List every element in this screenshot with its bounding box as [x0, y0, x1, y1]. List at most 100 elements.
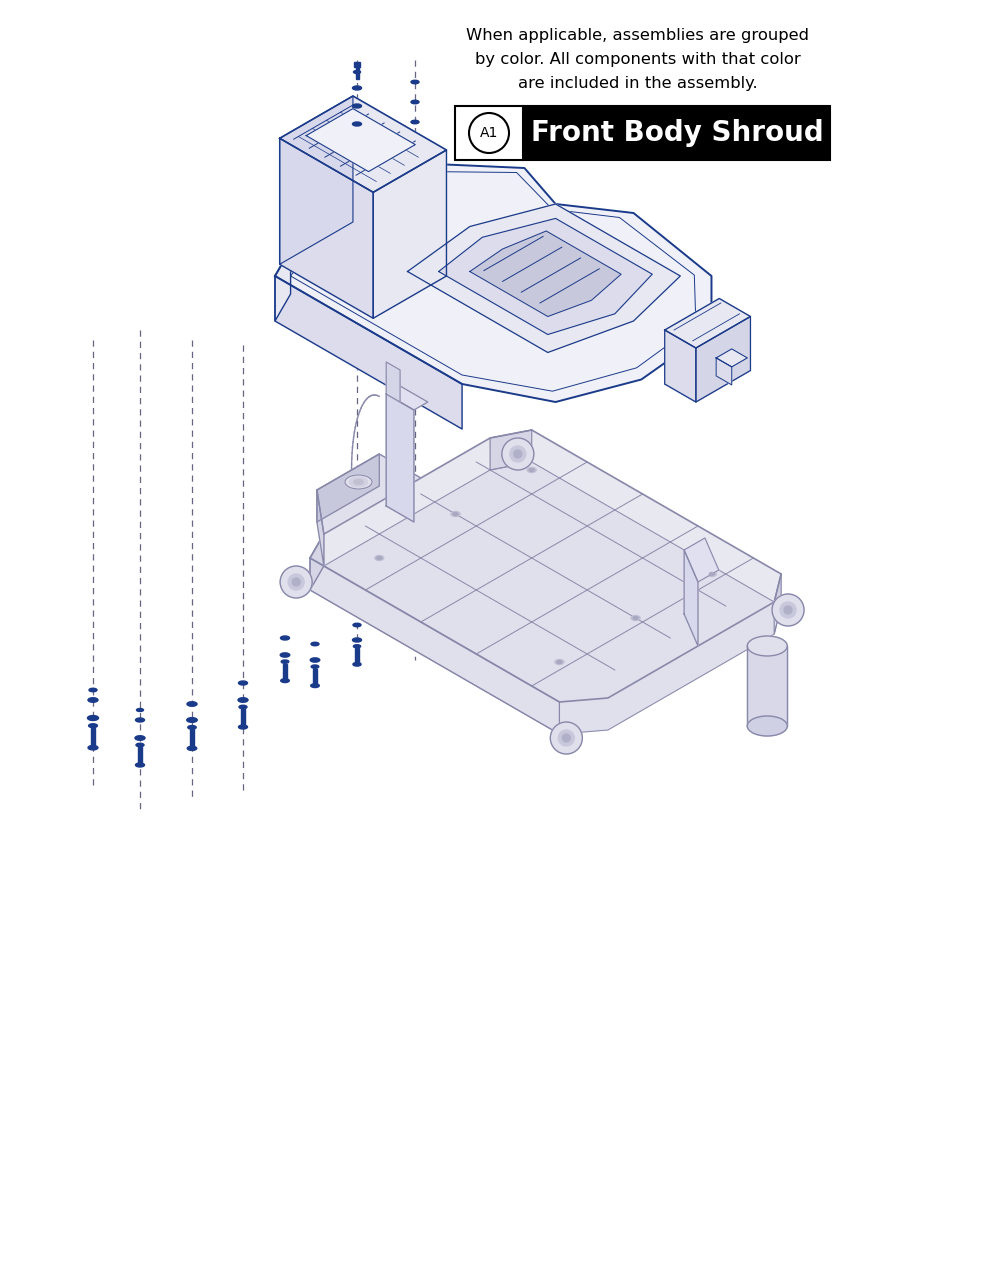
Polygon shape — [696, 317, 750, 402]
Ellipse shape — [352, 122, 362, 125]
Ellipse shape — [238, 698, 248, 702]
Ellipse shape — [631, 616, 640, 621]
Ellipse shape — [354, 480, 363, 484]
Ellipse shape — [633, 617, 638, 620]
Ellipse shape — [349, 478, 367, 487]
Ellipse shape — [411, 80, 419, 84]
Ellipse shape — [555, 660, 564, 664]
Ellipse shape — [411, 100, 419, 104]
Ellipse shape — [187, 702, 197, 706]
Ellipse shape — [411, 120, 419, 124]
Ellipse shape — [136, 763, 144, 767]
Ellipse shape — [747, 716, 787, 736]
Polygon shape — [684, 550, 698, 646]
Bar — [91, 729, 95, 748]
Ellipse shape — [136, 708, 144, 712]
Bar — [283, 664, 287, 680]
Ellipse shape — [353, 623, 361, 627]
Polygon shape — [310, 533, 324, 590]
Ellipse shape — [280, 636, 290, 640]
Ellipse shape — [709, 573, 714, 575]
Bar — [138, 748, 142, 765]
Polygon shape — [310, 462, 781, 734]
Bar — [355, 649, 359, 664]
Polygon shape — [386, 394, 414, 522]
Circle shape — [288, 574, 304, 590]
Polygon shape — [317, 454, 421, 533]
Polygon shape — [439, 218, 652, 334]
Polygon shape — [386, 386, 428, 411]
Polygon shape — [774, 574, 781, 634]
Ellipse shape — [453, 512, 458, 516]
Ellipse shape — [88, 745, 98, 750]
Ellipse shape — [345, 475, 372, 489]
Bar — [524, 106, 830, 158]
Ellipse shape — [187, 717, 197, 722]
Circle shape — [550, 722, 582, 754]
Bar — [313, 669, 317, 685]
Ellipse shape — [557, 660, 562, 664]
Ellipse shape — [311, 684, 319, 688]
Ellipse shape — [451, 512, 460, 517]
Ellipse shape — [89, 723, 97, 727]
Ellipse shape — [707, 571, 716, 576]
Polygon shape — [716, 348, 747, 367]
Circle shape — [292, 578, 300, 587]
Ellipse shape — [280, 653, 290, 658]
Ellipse shape — [89, 688, 97, 692]
Ellipse shape — [135, 736, 145, 740]
Ellipse shape — [188, 726, 196, 730]
Circle shape — [562, 734, 570, 742]
Ellipse shape — [281, 679, 289, 683]
Polygon shape — [716, 357, 732, 385]
Ellipse shape — [311, 665, 319, 668]
Circle shape — [558, 730, 574, 746]
Ellipse shape — [353, 645, 361, 647]
Polygon shape — [275, 250, 291, 321]
Ellipse shape — [527, 468, 536, 473]
Ellipse shape — [239, 725, 248, 729]
Polygon shape — [665, 299, 750, 348]
Ellipse shape — [352, 104, 362, 108]
Bar — [455, 106, 830, 160]
Ellipse shape — [529, 469, 534, 471]
Polygon shape — [317, 490, 324, 566]
Polygon shape — [665, 352, 750, 402]
Circle shape — [469, 113, 509, 153]
Ellipse shape — [311, 642, 319, 646]
Polygon shape — [280, 138, 373, 318]
Polygon shape — [310, 430, 781, 702]
Polygon shape — [280, 96, 446, 193]
Polygon shape — [684, 538, 719, 582]
Ellipse shape — [187, 746, 197, 750]
Polygon shape — [490, 430, 532, 470]
Ellipse shape — [136, 744, 144, 746]
Bar — [190, 730, 194, 749]
Ellipse shape — [353, 663, 361, 666]
Text: Front Body Shroud: Front Body Shroud — [531, 119, 824, 147]
Polygon shape — [317, 454, 379, 522]
Circle shape — [772, 594, 804, 626]
Polygon shape — [665, 329, 696, 402]
Ellipse shape — [352, 639, 362, 642]
Bar — [354, 62, 360, 67]
Bar — [356, 67, 358, 79]
Polygon shape — [306, 109, 415, 171]
Ellipse shape — [281, 660, 289, 664]
Ellipse shape — [88, 716, 98, 721]
Ellipse shape — [310, 658, 320, 663]
Text: When applicable, assemblies are grouped: When applicable, assemblies are grouped — [466, 28, 810, 43]
Bar — [241, 710, 245, 727]
Circle shape — [280, 566, 312, 598]
Polygon shape — [280, 96, 353, 265]
Text: by color. All components with that color: by color. All components with that color — [475, 52, 801, 67]
Ellipse shape — [375, 555, 384, 560]
Ellipse shape — [377, 556, 382, 560]
Polygon shape — [275, 163, 711, 402]
Circle shape — [510, 446, 526, 462]
Polygon shape — [386, 362, 400, 402]
Ellipse shape — [88, 698, 98, 702]
Circle shape — [514, 450, 522, 457]
Text: A1: A1 — [480, 125, 498, 139]
Ellipse shape — [239, 706, 247, 708]
